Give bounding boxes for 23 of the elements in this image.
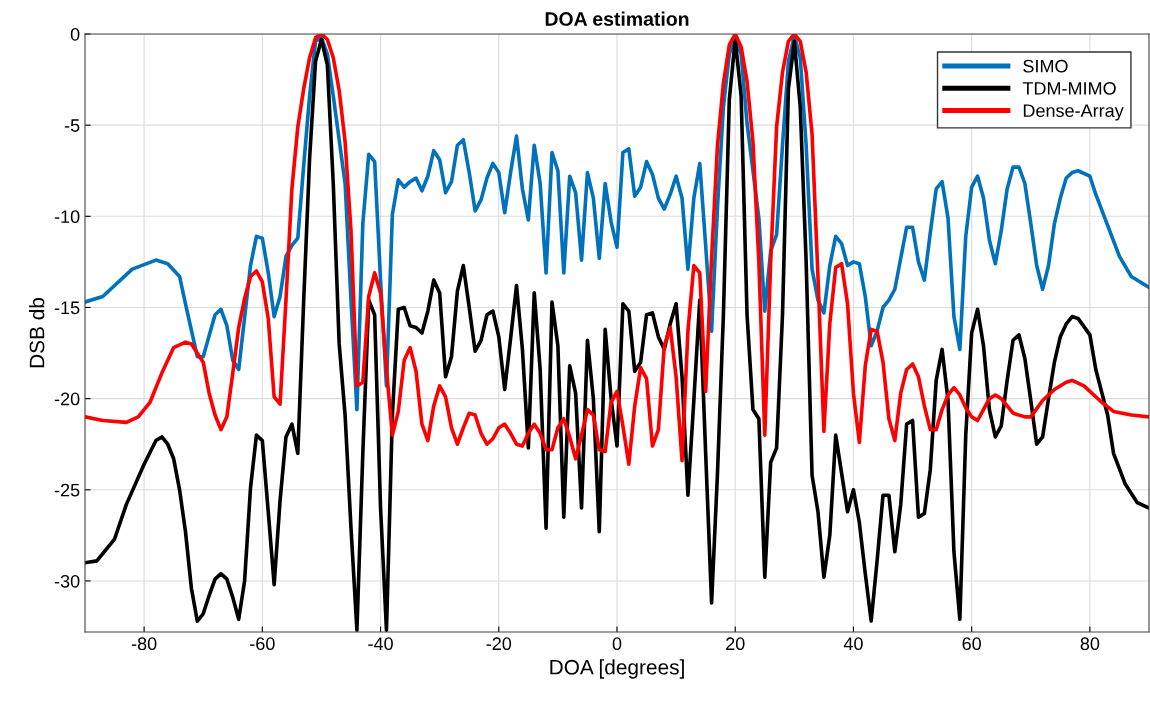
x-tick-label: -20 <box>486 637 512 651</box>
y-tick-label: 0 <box>70 27 80 41</box>
x-tick-label: 0 <box>612 637 622 651</box>
y-tick-label: -5 <box>64 119 80 132</box>
legend-label: TDM-MIMO <box>1022 82 1116 95</box>
x-tick-label: -80 <box>131 637 157 651</box>
x-tick-label: 80 <box>1080 637 1100 651</box>
legend-label: SIMO <box>1023 59 1068 73</box>
x-tick-label: -40 <box>368 637 393 651</box>
line-series <box>85 37 1149 632</box>
y-axis-title: DSB db <box>29 297 45 368</box>
chart-title: DOA estimation <box>545 11 689 26</box>
x-tick-label: 60 <box>962 637 981 651</box>
legend-label: Dense-Array <box>1023 104 1124 121</box>
y-tick-label: -20 <box>54 392 80 406</box>
y-tick-label: -30 <box>54 574 80 588</box>
x-tick-label: 40 <box>843 637 863 651</box>
y-tick-label: -25 <box>54 483 80 497</box>
y-tick-label: -10 <box>54 210 80 224</box>
x-tick-label: -60 <box>250 637 275 651</box>
x-axis-title: DOA [degrees] <box>550 659 684 679</box>
y-tick-label: -15 <box>54 301 80 315</box>
x-tick-label: 20 <box>726 637 745 651</box>
